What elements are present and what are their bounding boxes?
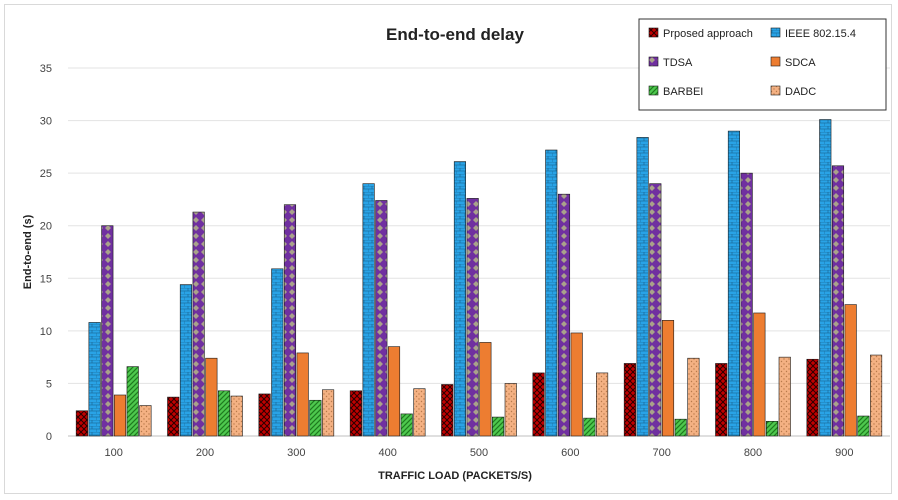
bar-tdsa-200 <box>192 211 205 437</box>
bar-ieee-802-15-4-300 <box>271 268 284 437</box>
bar-dadc-100 <box>139 405 152 437</box>
bar-sdca-200 <box>205 357 218 437</box>
x-axis-label: TRAFFIC LOAD (PACKETS/S) <box>378 470 532 482</box>
bar-dadc-400 <box>413 388 426 437</box>
x-tick-labels: 100 200 300 400 500 600 700 800 900 <box>104 447 853 459</box>
bar-barbei-800 <box>765 420 779 437</box>
bar-prposed-approach-800 <box>715 363 728 437</box>
legend-swatch <box>770 85 781 96</box>
bar-prposed-approach-100 <box>75 410 88 437</box>
bar-sdca-900 <box>844 304 857 437</box>
legend-label: BARBEI <box>663 86 703 98</box>
bar-barbei-700 <box>674 418 687 437</box>
y-tick-label: 30 <box>40 116 52 128</box>
bar-dadc-700 <box>687 357 700 437</box>
bar-ieee-802-15-4-100 <box>88 322 101 437</box>
bar-prposed-approach-600 <box>532 372 545 437</box>
y-tick-label: 35 <box>40 63 52 75</box>
y-tick-label: 20 <box>40 221 52 233</box>
legend-box <box>638 18 887 111</box>
y-tick-label: 5 <box>46 378 52 390</box>
x-tick-label: 800 <box>744 447 762 459</box>
bar-tdsa-600 <box>557 193 571 437</box>
legend-swatch <box>648 56 659 67</box>
legend-label: SDCA <box>785 57 816 69</box>
legend-swatch <box>648 27 659 38</box>
bar-prposed-approach-700 <box>623 363 636 437</box>
x-tick-label: 400 <box>378 447 396 459</box>
bar-dadc-300 <box>322 389 335 437</box>
bar-ieee-802-15-4-700 <box>636 137 649 437</box>
y-tick-label: 15 <box>40 273 52 285</box>
legend-swatch <box>770 56 781 67</box>
bar-barbei-100 <box>126 366 139 437</box>
y-tick-labels: 0 5 10 15 20 25 30 35 <box>40 63 52 443</box>
bar-barbei-900 <box>857 415 870 437</box>
x-tick-label: 600 <box>561 447 579 459</box>
bar-tdsa-500 <box>466 198 479 437</box>
bar-dadc-200 <box>230 395 243 437</box>
bar-ieee-802-15-4-600 <box>545 149 558 437</box>
y-tick-label: 0 <box>46 431 52 443</box>
legend-swatch <box>648 85 659 96</box>
bar-dadc-800 <box>778 356 791 437</box>
bar-tdsa-800 <box>740 172 753 437</box>
x-tick-label: 300 <box>287 447 305 459</box>
y-tick-label: 25 <box>40 168 52 180</box>
bar-prposed-approach-900 <box>806 358 819 437</box>
legend-label: TDSA <box>663 57 693 69</box>
y-axis-label: End-to-end (s) <box>22 214 34 289</box>
bar-prposed-approach-200 <box>167 396 180 437</box>
legend: Prposed approach IEEE 802.15.4 TDSA SDCA BAR… <box>638 18 887 111</box>
x-tick-label: 900 <box>835 447 853 459</box>
legend-label: DADC <box>785 86 816 98</box>
x-tick-label: 500 <box>470 447 488 459</box>
bar-tdsa-900 <box>831 165 845 437</box>
chart-title: End-to-end delay <box>386 25 524 44</box>
bar-barbei-600 <box>583 417 596 437</box>
x-tick-label: 200 <box>196 447 214 459</box>
chart-frame <box>4 4 892 494</box>
bar-barbei-300 <box>309 399 322 437</box>
bar-ieee-802-15-4-400 <box>362 183 375 437</box>
bar-ieee-802-15-4-900 <box>819 119 832 437</box>
x-tick-label: 100 <box>104 447 122 459</box>
bar-sdca-300 <box>296 352 309 437</box>
bar-sdca-500 <box>479 342 492 437</box>
bar-tdsa-100 <box>101 225 114 437</box>
bar-sdca-700 <box>661 320 675 437</box>
gridlines <box>68 67 890 437</box>
bar-dadc-500 <box>504 383 517 437</box>
bars <box>75 119 883 437</box>
bar-sdca-400 <box>387 346 401 437</box>
bar-tdsa-400 <box>375 200 388 437</box>
bar-tdsa-700 <box>649 183 662 437</box>
bar-barbei-400 <box>400 413 413 437</box>
bar-sdca-100 <box>113 394 127 437</box>
legend-label: IEEE 802.15.4 <box>785 28 856 40</box>
bar-sdca-600 <box>570 332 583 437</box>
bar-dadc-900 <box>870 354 883 437</box>
legend-label: Prposed approach <box>663 28 753 40</box>
bar-prposed-approach-400 <box>349 390 362 437</box>
bar-prposed-approach-500 <box>441 384 454 437</box>
bar-prposed-approach-300 <box>258 393 271 437</box>
bar-tdsa-300 <box>283 204 297 437</box>
bar-barbei-500 <box>491 416 505 437</box>
legend-swatch <box>770 27 781 38</box>
bar-dadc-600 <box>596 372 609 437</box>
bar-sdca-800 <box>753 312 766 437</box>
bar-barbei-200 <box>218 390 231 437</box>
bar-ieee-802-15-4-500 <box>453 161 467 437</box>
bar-ieee-802-15-4-800 <box>727 130 741 437</box>
y-tick-label: 10 <box>40 326 52 338</box>
bar-ieee-802-15-4-200 <box>179 284 192 437</box>
x-tick-label: 700 <box>652 447 670 459</box>
